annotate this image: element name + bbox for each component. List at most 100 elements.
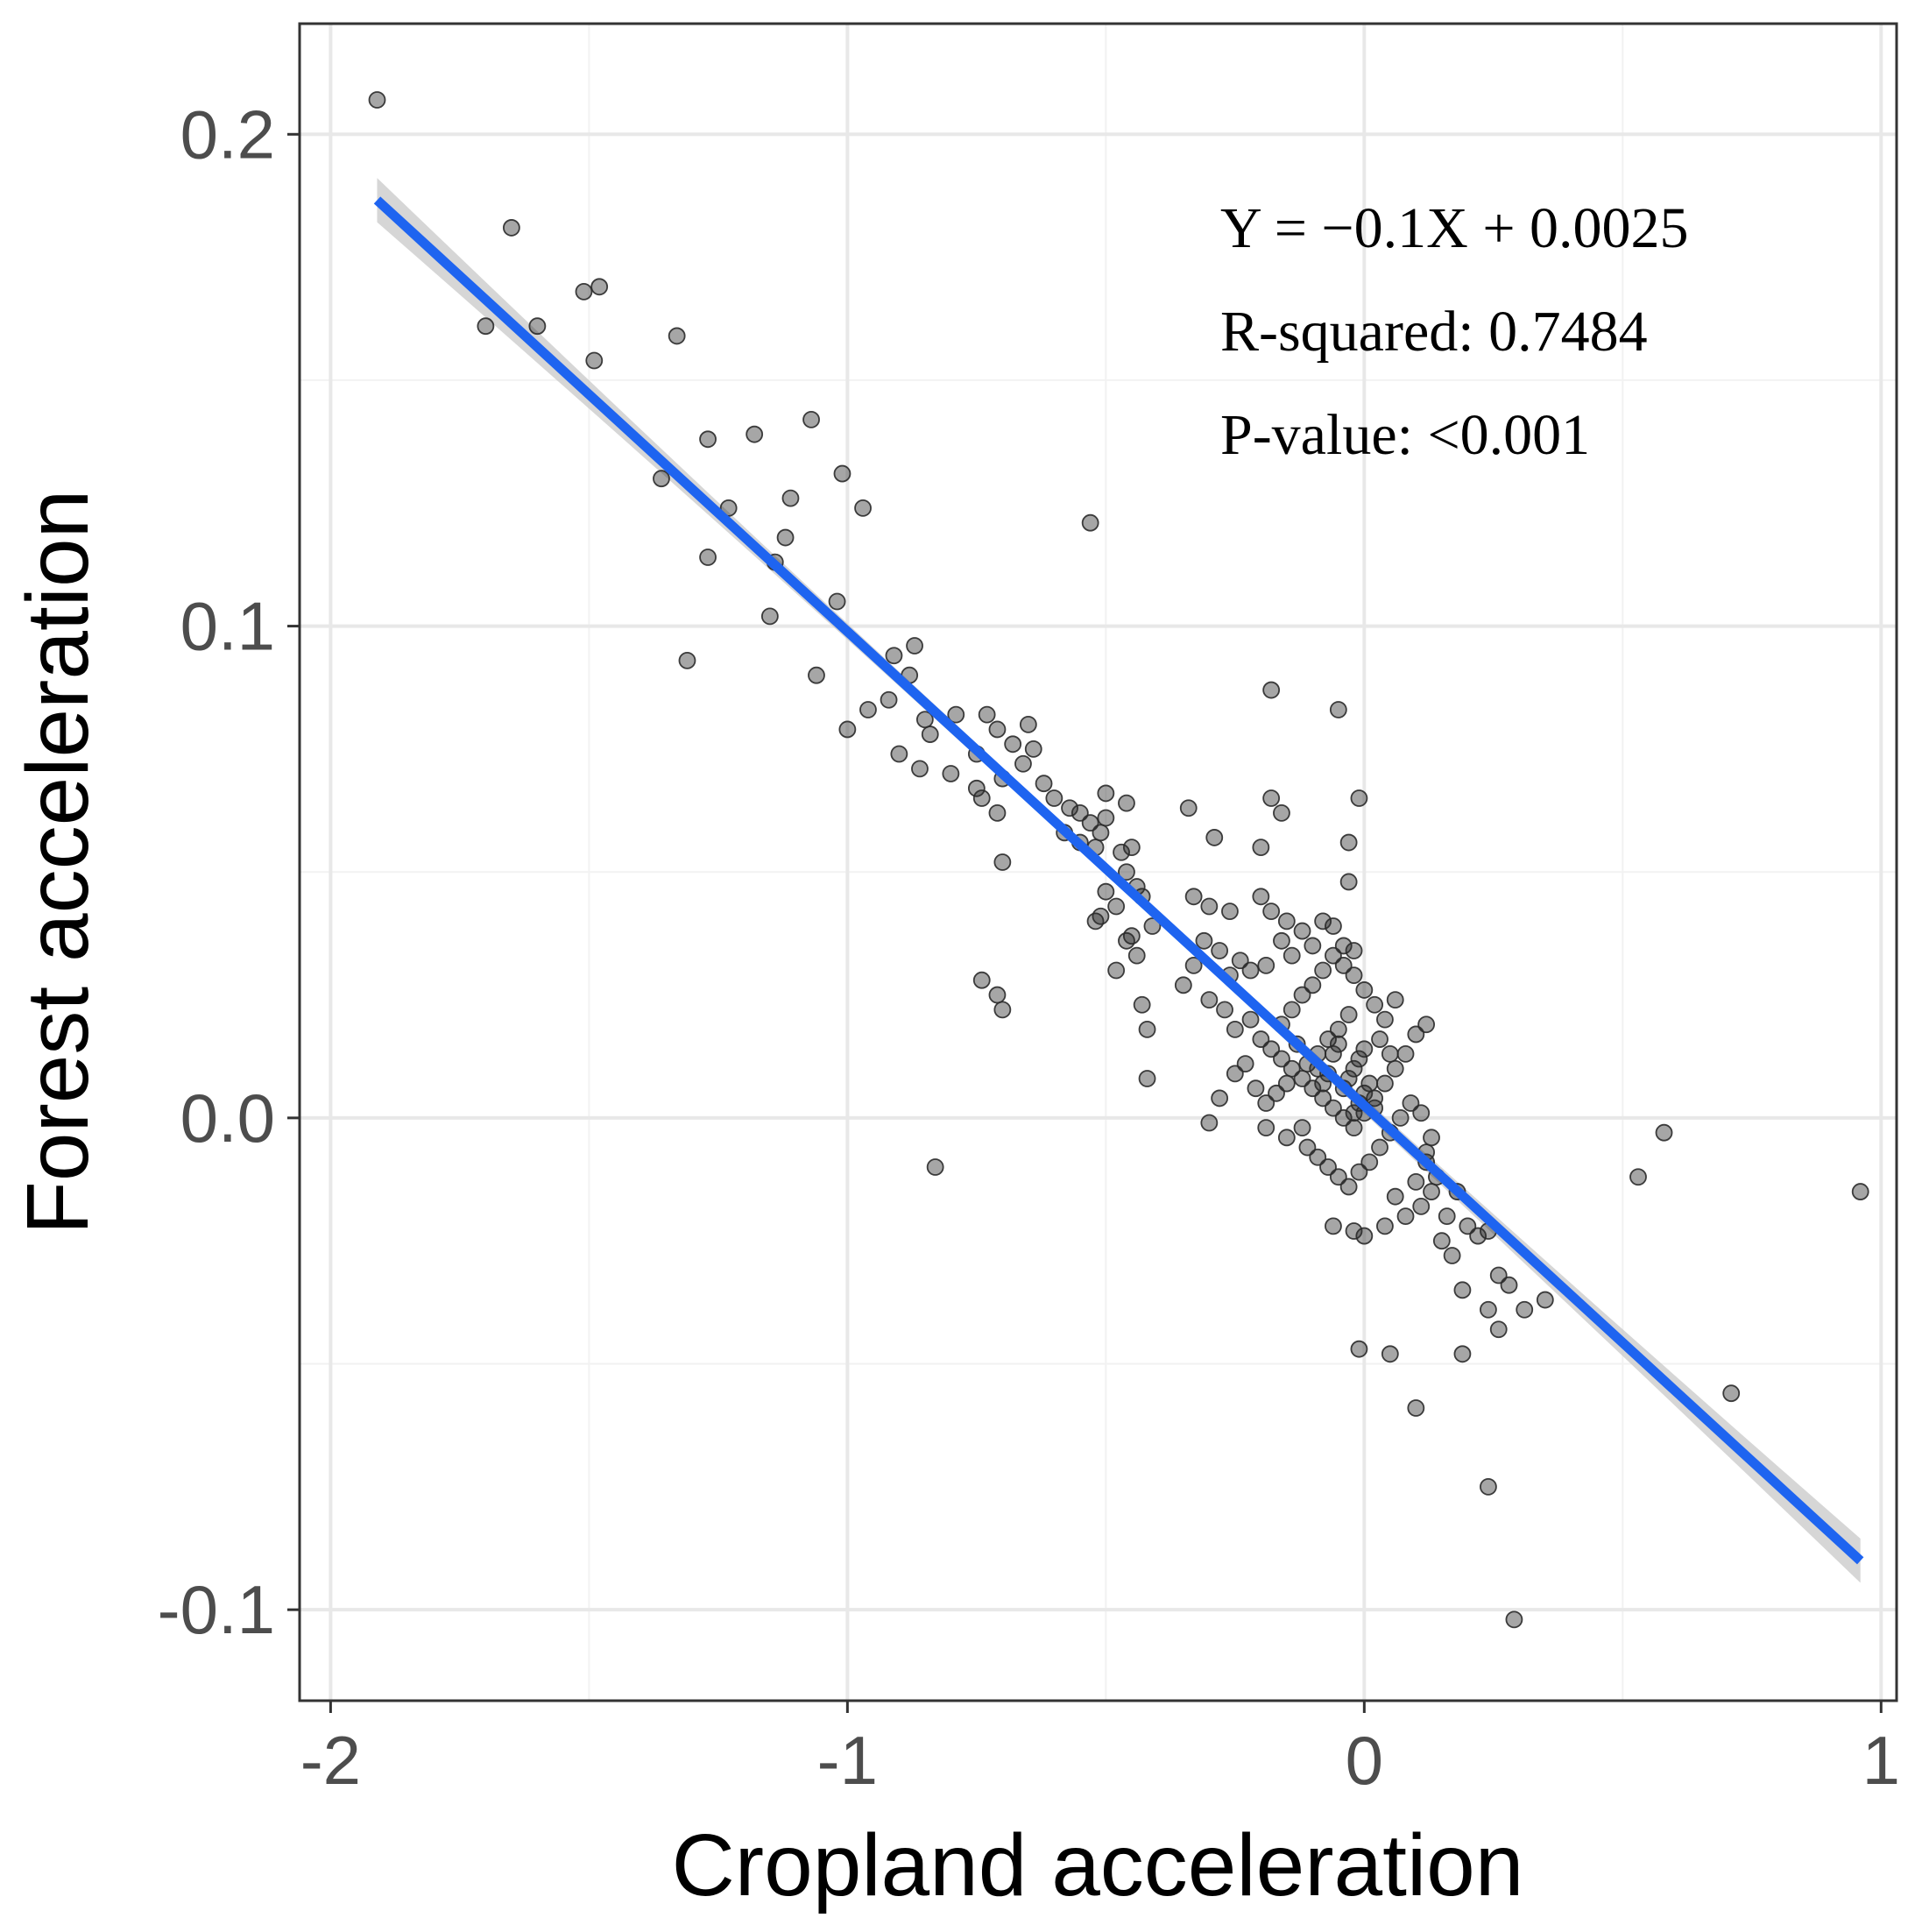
data-point [1350,1340,1368,1358]
data-point [1081,814,1099,832]
data-point [926,1158,944,1176]
data-point [1314,912,1332,931]
data-point [1345,966,1363,984]
data-point [781,489,800,507]
data-point [1107,897,1126,916]
data-point [1143,917,1162,935]
data-point [1273,803,1290,822]
panel-border [298,22,1898,1702]
data-point [1273,1050,1290,1068]
data-point [1407,1025,1425,1044]
x-tick-label: 1 [1862,1722,1900,1799]
data-point [1236,1055,1254,1073]
major-gridlines [300,24,1897,1701]
data-point [885,647,903,665]
data-point [828,592,846,611]
data-point [880,690,898,709]
data-point [802,410,820,428]
data-point [1438,1207,1456,1226]
data-point [1432,1232,1451,1250]
data-point [368,91,386,109]
data-point [1319,1158,1337,1176]
data-point [1345,942,1363,959]
data-point [1304,937,1322,955]
data-point [1329,1168,1347,1186]
data-point [1536,1291,1554,1309]
data-point [699,548,717,566]
y-tick-label: 0.1 [180,588,275,665]
data-point [776,528,795,547]
data-point [1226,1020,1244,1038]
data-point [890,745,908,763]
data-point [1221,902,1239,921]
data-point [1133,995,1151,1014]
data-point [988,720,1007,739]
data-point [668,327,686,345]
data-point [1179,799,1198,817]
data-point [1412,1104,1431,1122]
data-point [911,760,929,778]
data-point [1325,1099,1342,1117]
data-point [653,470,670,488]
data-point [1314,961,1332,980]
data-point [1019,715,1037,733]
data-point [1355,981,1374,999]
data-point [1118,931,1135,950]
data-point [1216,1001,1233,1019]
data-point [1339,1006,1358,1023]
data-point [854,499,872,517]
y-axis-ticks: -0.1 0.0 0.1 0.2 [158,96,300,1648]
data-point [1309,1148,1327,1166]
data-point [1211,1089,1229,1108]
data-point [1480,1300,1497,1319]
data-point [1489,1266,1508,1284]
data-point [1329,1035,1347,1053]
data-point [760,607,779,626]
data-point [808,666,825,684]
data-point [1350,789,1368,807]
data-point [1722,1384,1741,1403]
data-point [1381,1045,1399,1063]
data-point [1004,735,1022,754]
data-point [1252,1030,1270,1048]
regression-equation: Y = −0.1X + 0.0025 [1220,196,1689,260]
data-point [988,803,1007,822]
data-point [993,1001,1012,1019]
data-point [1304,976,1322,994]
data-point [1252,839,1270,857]
data-point [972,789,991,807]
data-point [1360,1074,1379,1093]
data-point [1184,956,1203,974]
data-point [1345,1059,1363,1078]
data-point [745,425,764,443]
data-point [1339,873,1358,891]
data-point [1334,1108,1353,1127]
data-point [1092,824,1110,842]
data-point [1257,1119,1275,1136]
data-point [1376,1010,1394,1029]
data-point [1226,1065,1244,1083]
data-point [1205,829,1224,846]
data-point [1262,789,1281,807]
data-point [1262,1040,1281,1058]
data-point [1241,1010,1260,1029]
data-point [1211,942,1229,959]
data-point [1277,912,1296,931]
data-point [1371,1138,1389,1157]
data-point [1376,1217,1394,1235]
data-point [1277,1129,1296,1147]
data-point [1283,1001,1301,1019]
data-point [1257,1094,1275,1112]
data-point [1459,1217,1477,1235]
data-point [1325,1045,1342,1063]
data-point [502,219,520,237]
data-point [1024,740,1042,758]
data-point [1127,946,1146,965]
data-point [1407,1172,1425,1191]
data-point [838,720,857,739]
data-point [1262,902,1281,921]
data-point [988,986,1007,1004]
data-point [1283,946,1301,965]
